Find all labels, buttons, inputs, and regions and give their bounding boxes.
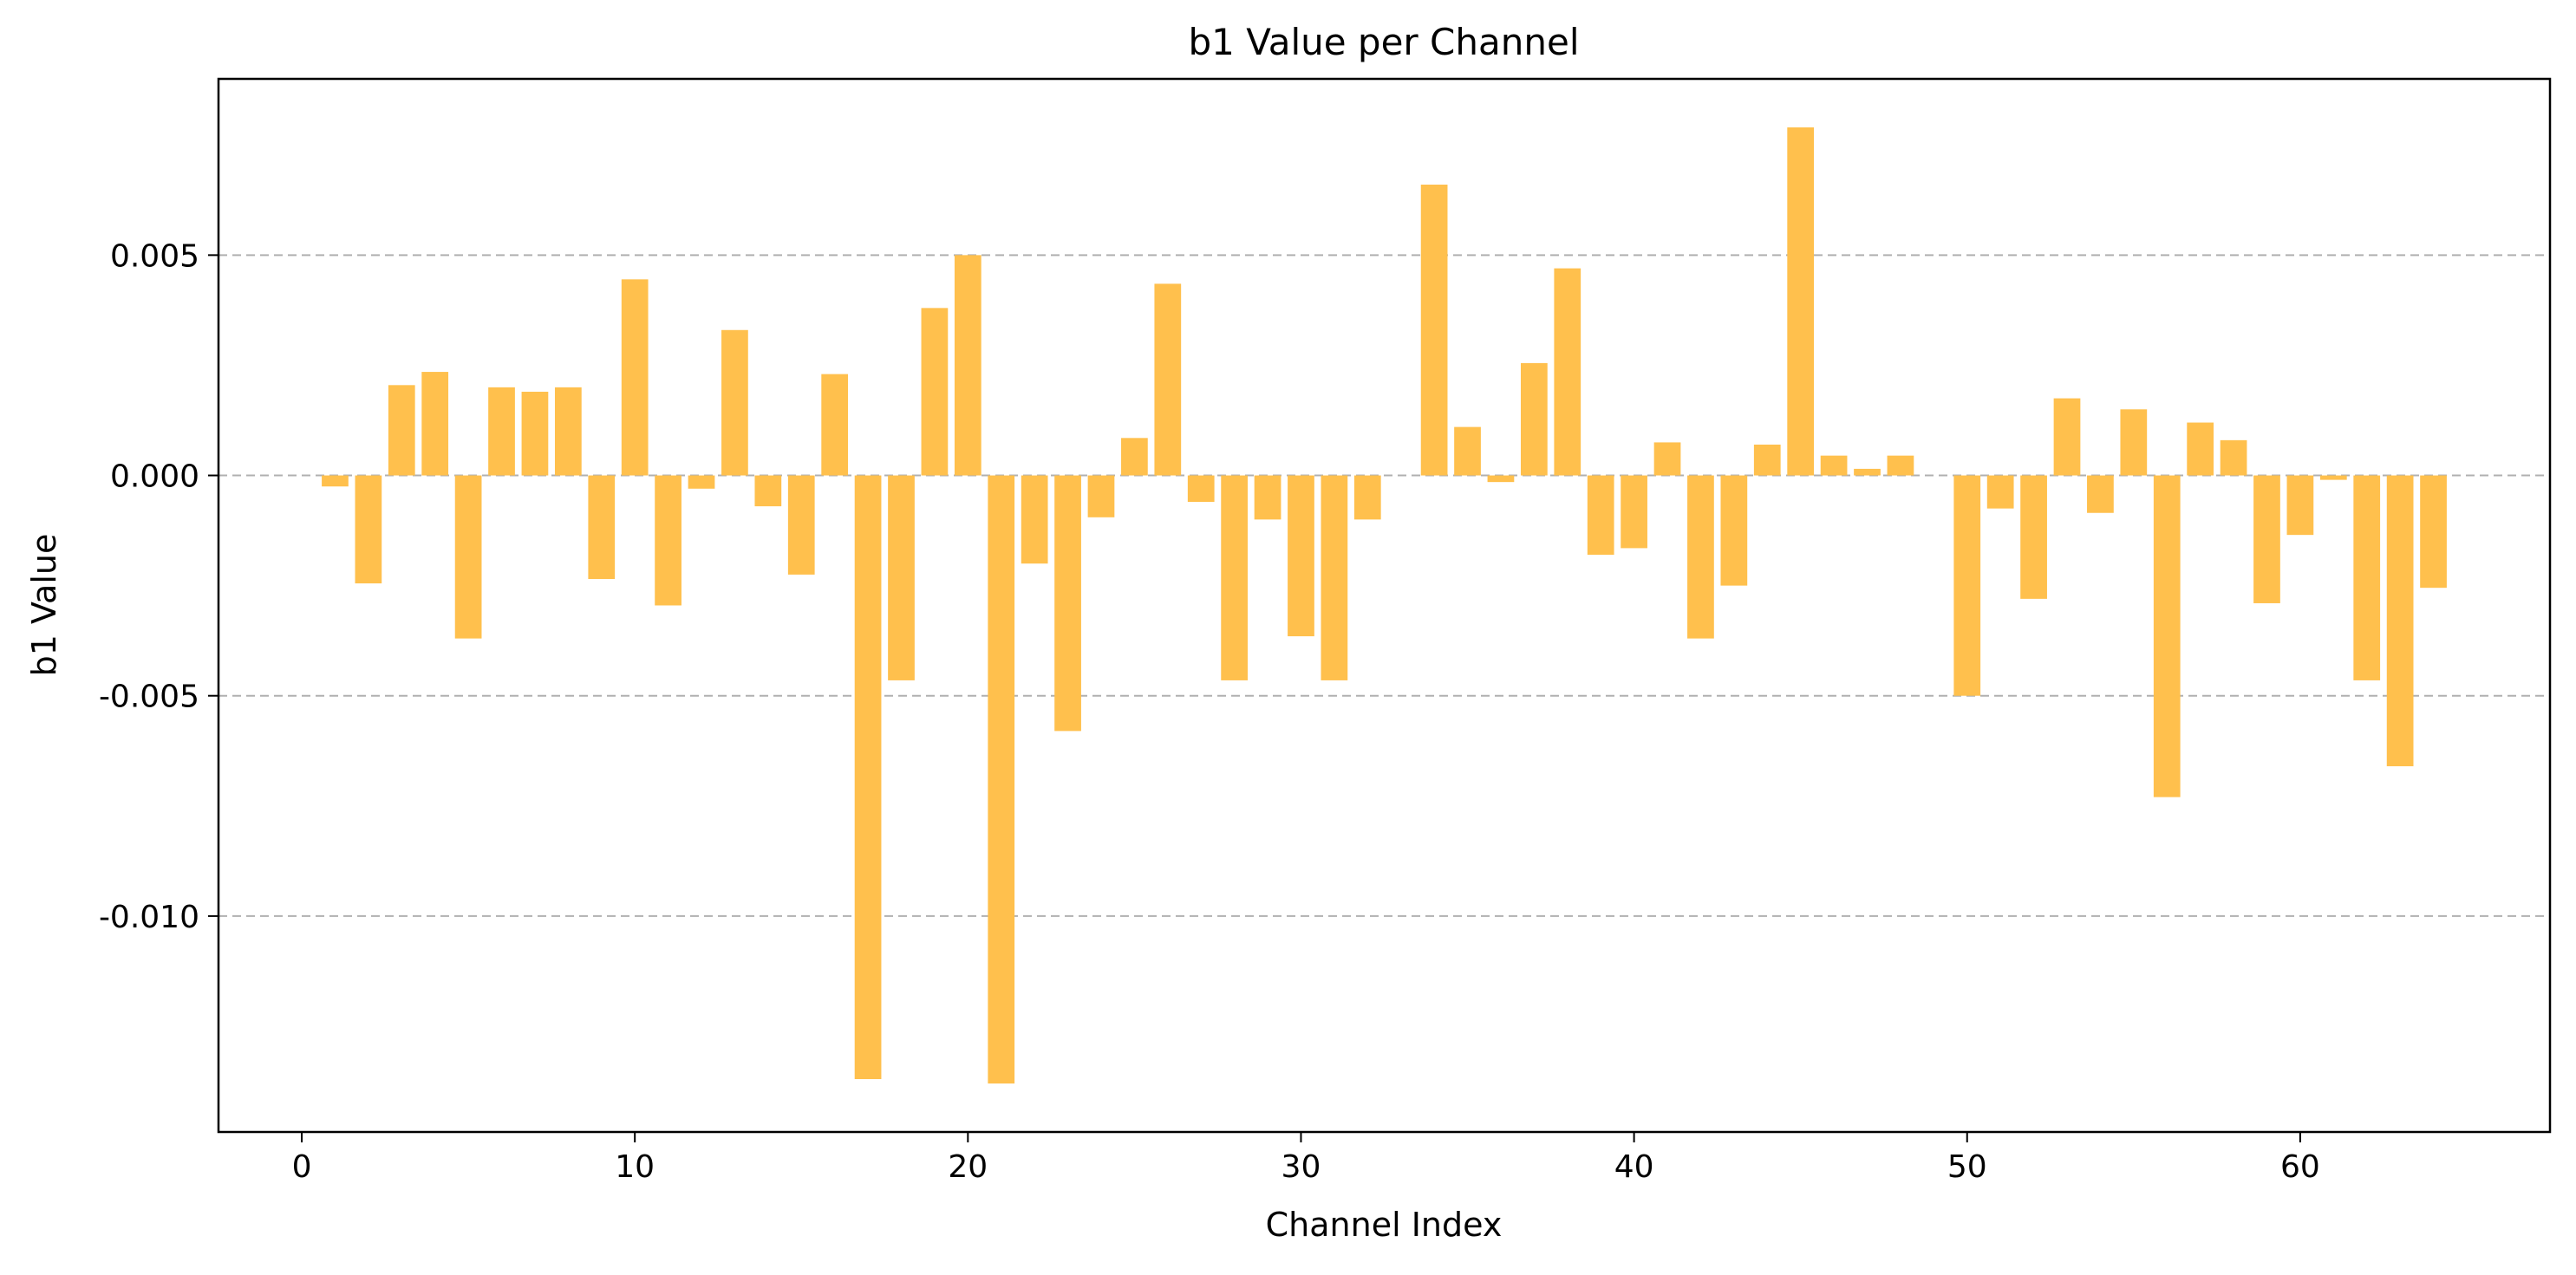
bar-channel-50: [1953, 475, 1981, 696]
bar-channel-46: [1820, 455, 1848, 476]
bar-channel-55: [2120, 409, 2148, 476]
bar-channel-56: [2153, 475, 2181, 797]
x-tick-label-0: 0: [292, 1149, 312, 1185]
bar-channel-27: [1187, 475, 1215, 503]
bar-channel-45: [1787, 127, 1815, 476]
bar-channel-40: [1621, 475, 1647, 549]
x-tick-label-20: 20: [948, 1149, 988, 1185]
bar-channel-38: [1554, 268, 1581, 476]
bar-channel-13: [721, 329, 748, 476]
x-axis-ticks: 0 10 20 30 40 50 60: [292, 1132, 2320, 1185]
bar-channel-42: [1687, 475, 1714, 639]
bar-channel-11: [655, 475, 681, 606]
bar-channel-54: [2087, 475, 2114, 513]
bar-channel-53: [2053, 398, 2081, 476]
bar-channel-59: [2253, 475, 2280, 603]
x-axis-label: Channel Index: [1266, 1206, 1503, 1244]
bar-channel-19: [921, 308, 949, 476]
bar-channel-39: [1587, 475, 1614, 556]
x-tick-label-50: 50: [1947, 1149, 1987, 1185]
bar-channel-63: [2386, 475, 2414, 767]
bar-channel-57: [2187, 422, 2214, 476]
bar-channel-3: [388, 385, 415, 476]
bar-channel-21: [988, 475, 1015, 1084]
bar-channel-25: [1121, 438, 1148, 476]
bar-channel-58: [2220, 439, 2247, 476]
bar-channel-35: [1454, 426, 1481, 476]
bar-channel-36: [1487, 475, 1515, 483]
x-tick-label-40: 40: [1614, 1149, 1654, 1185]
bar-channel-4: [421, 372, 449, 476]
bar-channel-64: [2420, 475, 2447, 589]
bar-channel-26: [1154, 283, 1182, 476]
bar-channel-52: [2020, 475, 2047, 599]
bar-channel-29: [1254, 475, 1281, 520]
bar-channel-28: [1221, 475, 1249, 680]
y-tick-label-3: -0.010: [99, 900, 199, 935]
bar-channel-22: [1021, 475, 1048, 564]
bar-channel-31: [1321, 475, 1348, 680]
x-tick-label-30: 30: [1281, 1149, 1321, 1185]
bar-channel-32: [1353, 475, 1381, 520]
chart-title: b1 Value per Channel: [1189, 21, 1580, 63]
bar-channel-30: [1288, 475, 1314, 637]
bar-channel-48: [1887, 455, 1914, 476]
bar-channel-12: [688, 475, 715, 489]
bar-channel-10: [621, 279, 649, 476]
bar-channel-5: [454, 475, 482, 639]
x-tick-label-10: 10: [615, 1149, 655, 1185]
bar-channel-37: [1520, 362, 1548, 476]
bars: [322, 127, 2447, 1084]
bar-channel-9: [588, 475, 616, 579]
bar-channel-1: [322, 475, 349, 487]
bar-channel-20: [954, 255, 981, 476]
axes-frame: [217, 77, 2552, 1134]
bar-channel-8: [554, 387, 582, 476]
bar-channel-51: [1986, 475, 2014, 509]
bar-channel-41: [1653, 442, 1681, 476]
bar-channel-7: [521, 391, 549, 476]
bar-channel-43: [1720, 475, 1748, 586]
y-axis-label: b1 Value: [25, 534, 63, 677]
bar-channel-17: [854, 475, 882, 1079]
bar-channel-14: [754, 475, 782, 507]
bar-channel-2: [355, 475, 382, 584]
bar-channel-60: [2286, 475, 2314, 536]
bar-channel-24: [1087, 475, 1115, 517]
bar-channel-34: [1420, 185, 1448, 476]
bar-channel-62: [2353, 475, 2381, 680]
bar-channel-23: [1054, 475, 1081, 732]
bar-channel-61: [2319, 475, 2347, 480]
bar-channel-15: [787, 475, 815, 575]
x-tick-label-60: 60: [2280, 1149, 2320, 1185]
y-tick-label-0: 0.005: [110, 238, 199, 274]
y-tick-label-2: -0.005: [99, 680, 199, 715]
y-tick-label-1: 0.000: [110, 459, 199, 495]
bar-channel-47: [1854, 468, 1881, 476]
bar-channel-16: [821, 374, 849, 476]
bar-channel-18: [888, 475, 915, 680]
bar-channel-44: [1753, 444, 1781, 476]
bar-channel-6: [488, 387, 515, 476]
y-axis-ticks: 0.005 0.000 -0.005 -0.010: [99, 238, 218, 935]
